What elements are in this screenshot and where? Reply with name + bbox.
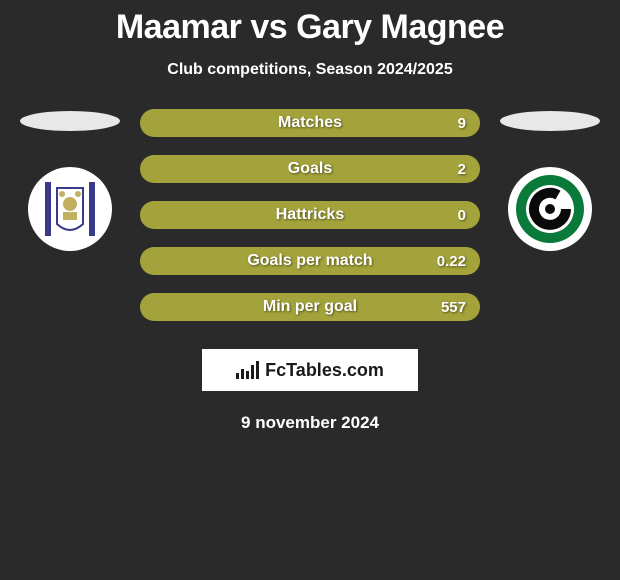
stat-bar-label: Min per goal [263,298,357,316]
club-badge-right [508,167,592,251]
stat-bar: Hattricks 0 [140,201,480,229]
stat-bars: Matches 9 Goals 2 Hattricks 0 Goals per … [140,109,480,321]
stat-bar: Matches 9 [140,109,480,137]
stat-bar-label: Goals per match [247,252,372,270]
stat-bar-label: Goals [288,160,332,178]
comparison-title: Maamar vs Gary Magnee [0,0,620,47]
stat-bar: Goals per match 0.22 [140,247,480,275]
player-photo-placeholder-left [20,111,120,131]
right-player-column [490,109,610,251]
stat-bar-value: 0.22 [437,253,466,270]
fctables-logo-box: FcTables.com [202,349,418,391]
stat-bar-label: Matches [278,114,342,132]
stat-bar-value: 557 [441,299,466,316]
cercle-crest-icon [514,173,586,245]
stat-bar: Min per goal 557 [140,293,480,321]
stat-bar-value: 0 [458,207,466,224]
player-photo-placeholder-right [500,111,600,131]
stat-bar-value: 2 [458,161,466,178]
main-row: Matches 9 Goals 2 Hattricks 0 Goals per … [0,109,620,321]
anderlecht-crest-icon [35,174,105,244]
club-badge-left [28,167,112,251]
comparison-subtitle: Club competitions, Season 2024/2025 [0,61,620,79]
bar-chart-icon [236,361,259,379]
stat-bar: Goals 2 [140,155,480,183]
fctables-logo-text: FcTables.com [265,360,384,381]
stat-bar-label: Hattricks [276,206,344,224]
comparison-date: 9 november 2024 [0,413,620,433]
stat-bar-value: 9 [458,115,466,132]
left-player-column [10,109,130,251]
